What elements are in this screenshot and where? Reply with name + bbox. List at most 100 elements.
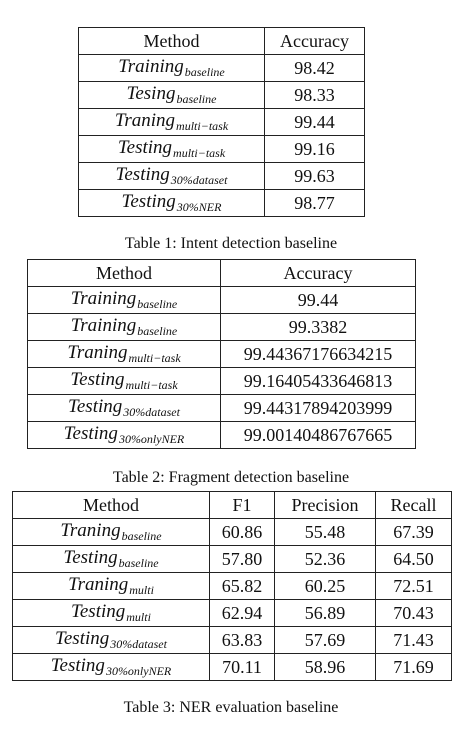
method-name: Traning [67, 342, 128, 363]
recall-cell: 67.39 [375, 518, 452, 546]
method-name: Testing [70, 369, 125, 390]
precision-cell: 60.25 [274, 572, 376, 600]
method-subscript: multi−task [125, 378, 178, 392]
precision-cell: 57.69 [274, 626, 376, 654]
column-header-method: Method [78, 27, 265, 55]
method-cell: Testing30%NER [78, 189, 265, 217]
method-cell: Traningmulti−task [27, 340, 221, 368]
method-name: Testing [63, 547, 118, 568]
f1-cell: 65.82 [209, 572, 275, 600]
table-row: Trainingbaseline 99.3382 [27, 313, 416, 341]
method-subscript: multi [126, 610, 151, 624]
method-name: Testing [50, 655, 105, 676]
table-row: Traningmulti−task 99.44367176634215 [27, 340, 416, 368]
table-row: Testingmulti−task 99.16405433646813 [27, 367, 416, 395]
method-cell: Tesingbaseline [78, 81, 265, 109]
recall-cell: 72.51 [375, 572, 452, 600]
f1-cell: 62.94 [209, 599, 275, 627]
table-row: Testing30%dataset 99.44317894203999 [27, 394, 416, 422]
method-subscript: multi−task [128, 351, 181, 365]
method-cell: Trainingbaseline [27, 286, 221, 314]
precision-cell: 58.96 [274, 653, 376, 681]
table-header-row: Method Accuracy [27, 259, 416, 287]
column-header-precision: Precision [274, 491, 376, 519]
method-name: Testing [121, 191, 176, 212]
precision-cell: 52.36 [274, 545, 376, 573]
method-cell: Trainingbaseline [78, 54, 265, 82]
method-subscript: multi−task [176, 119, 229, 133]
method-name: Testing [71, 601, 126, 622]
method-subscript: baseline [137, 297, 178, 311]
table-row: Traningbaseline 60.86 55.48 67.39 [12, 518, 452, 546]
accuracy-cell: 99.44317894203999 [220, 394, 416, 422]
method-cell: Testing30%dataset [27, 394, 221, 422]
accuracy-cell: 99.44367176634215 [220, 340, 416, 368]
column-header-f1: F1 [209, 491, 275, 519]
method-name: Testing [63, 423, 118, 444]
f1-cell: 70.11 [209, 653, 275, 681]
table-3-caption: Table 3: NER evaluation baseline [123, 699, 339, 716]
method-subscript: 30%dataset [110, 637, 167, 651]
accuracy-cell: 98.42 [264, 54, 365, 82]
method-name: Testing [68, 396, 123, 417]
method-subscript: 30%onlyNER [118, 432, 185, 446]
method-subscript: multi−task [173, 146, 226, 160]
method-subscript: baseline [176, 92, 217, 106]
method-cell: Testingbaseline [12, 545, 210, 573]
method-name: Testing [115, 164, 170, 185]
table-row: Testing30%NER 98.77 [78, 189, 365, 217]
table-row: Testing30%dataset 63.83 57.69 71.43 [12, 626, 452, 654]
method-subscript: multi [129, 583, 154, 597]
method-subscript: 30%NER [176, 200, 222, 214]
method-subscript: baseline [121, 529, 162, 543]
table-row: Trainingbaseline 99.44 [27, 286, 416, 314]
table-row: Testing30%dataset 99.63 [78, 162, 365, 190]
method-cell: Testing30%onlyNER [12, 653, 210, 681]
method-name: Traning [68, 574, 129, 595]
method-subscript: 30%onlyNER [105, 664, 172, 678]
f1-cell: 60.86 [209, 518, 275, 546]
method-subscript: baseline [118, 556, 159, 570]
table-1-caption: Table 1: Intent detection baseline [124, 235, 338, 252]
table-row: Trainingbaseline 98.42 [78, 54, 365, 82]
method-name: Training [70, 315, 137, 336]
accuracy-cell: 99.16 [264, 135, 365, 163]
method-name: Testing [117, 137, 173, 158]
column-header-method: Method [12, 491, 210, 519]
accuracy-cell: 99.44 [264, 108, 365, 136]
method-subscript: 30%dataset [123, 405, 180, 419]
fragment-detection-table: Method Accuracy Trainingbaseline 99.44 T… [27, 259, 416, 449]
recall-cell: 70.43 [375, 599, 452, 627]
table-row: Tesingbaseline 98.33 [78, 81, 365, 109]
accuracy-cell: 99.3382 [220, 313, 416, 341]
precision-cell: 56.89 [274, 599, 376, 627]
method-cell: Testingmulti [12, 599, 210, 627]
method-name: Tesing [126, 83, 176, 104]
table-row: Testingmulti 62.94 56.89 70.43 [12, 599, 452, 627]
method-cell: Testingmulti−task [27, 367, 221, 395]
table-2-caption: Table 2: Fragment detection baseline [112, 469, 350, 486]
recall-cell: 71.43 [375, 626, 452, 654]
precision-cell: 55.48 [274, 518, 376, 546]
method-name: Training [70, 288, 137, 309]
accuracy-cell: 98.33 [264, 81, 365, 109]
table-row: Testingbaseline 57.80 52.36 64.50 [12, 545, 452, 573]
column-header-recall: Recall [375, 491, 452, 519]
accuracy-cell: 99.16405433646813 [220, 367, 416, 395]
method-name: Traning [60, 520, 121, 541]
recall-cell: 64.50 [375, 545, 452, 573]
table-header-row: Method Accuracy [78, 27, 365, 55]
method-cell: Traningmulti [12, 572, 210, 600]
f1-cell: 57.80 [209, 545, 275, 573]
table-row: Traningmulti 65.82 60.25 72.51 [12, 572, 452, 600]
method-subscript: 30%dataset [170, 173, 228, 187]
accuracy-cell: 99.00140486767665 [220, 421, 416, 449]
accuracy-cell: 99.44 [220, 286, 416, 314]
table-row: Testing30%onlyNER 70.11 58.96 71.69 [12, 653, 452, 681]
method-name: Training [118, 56, 184, 77]
column-header-method: Method [27, 259, 221, 287]
method-cell: Traningmulti−task [78, 108, 265, 136]
intent-detection-table: Method Accuracy Trainingbaseline 98.42 T… [78, 27, 365, 217]
method-subscript: baseline [184, 65, 225, 79]
table-header-row: Method F1 Precision Recall [12, 491, 452, 519]
